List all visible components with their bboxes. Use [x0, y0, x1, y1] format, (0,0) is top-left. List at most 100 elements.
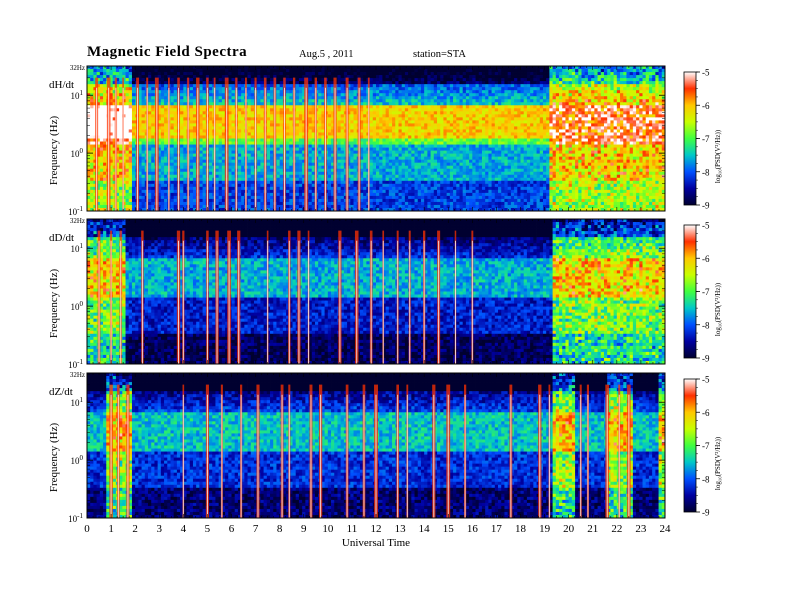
x-tick-label: 0: [84, 523, 90, 535]
panel-label: dD/dt: [49, 232, 74, 244]
broadband-spike-core: [363, 394, 365, 518]
broadband-spike-core: [206, 394, 208, 518]
x-axis-label: Universal Time: [342, 537, 410, 549]
broadband-spike-core: [587, 394, 589, 518]
broadband-spike-core: [110, 240, 112, 364]
colorbar-tick-label: -7: [702, 441, 710, 451]
x-tick-label: 9: [301, 523, 307, 535]
x-tick-label: 3: [157, 523, 163, 535]
spectrogram-panel: 10-1 100 101 32Hz dH/dt Frequency (Hz) -5 -6 -7 -…: [48, 64, 722, 217]
broadband-spike-core: [438, 240, 440, 364]
broadband-spike-core: [539, 394, 541, 518]
broadband-spike-core: [98, 240, 100, 364]
y-top-label: 32Hz: [70, 217, 85, 225]
x-tick-label: 19: [539, 523, 551, 535]
broadband-spike-core: [108, 87, 110, 211]
colorbar: [683, 224, 697, 359]
broadband-spike-core: [628, 394, 630, 518]
broadband-spike-core: [320, 394, 322, 518]
broadband-spike-core: [146, 87, 148, 211]
x-tick-label: 11: [347, 523, 358, 535]
broadband-spike-core: [305, 87, 307, 211]
y-tick-label: 100: [71, 454, 84, 466]
date-label: Aug.5 , 2011: [299, 49, 353, 60]
broadband-spike-core: [245, 87, 247, 211]
x-axis: 0 1 2 3 4 5 6 7 8 9 10 11 12 13 14 15 16 17 18 19 20 21 22 23 24…: [84, 523, 671, 549]
x-tick-label: 23: [635, 523, 647, 535]
broadband-spike-core: [368, 87, 370, 211]
broadband-spike-core: [283, 87, 285, 211]
x-tick-label: 4: [181, 523, 187, 535]
broadband-spike-core: [580, 394, 582, 518]
y-axis-label: Frequency (Hz): [48, 116, 60, 186]
broadband-spike-core: [618, 394, 620, 518]
broadband-spike-core: [137, 87, 139, 211]
broadband-spike-core: [409, 240, 411, 364]
broadband-spike-core: [255, 87, 257, 211]
broadband-spike-core: [110, 394, 112, 518]
colorbar-tick-label: -8: [702, 167, 710, 177]
colorbar-label: log₁₀(PSD(V²/Hz)): [714, 129, 722, 183]
y-tick-label: 100: [71, 300, 84, 312]
colorbar-tick-label: -9: [702, 201, 710, 211]
colorbar-tick-label: -6: [702, 254, 710, 264]
colorbar-tick-label: -6: [702, 408, 710, 418]
broadband-spike-core: [257, 394, 259, 518]
x-tick-label: 5: [205, 523, 211, 535]
broadband-spike-core: [375, 394, 377, 518]
colorbar-tick-label: -8: [702, 474, 710, 484]
broadband-spike-core: [606, 394, 608, 518]
broadband-spike-core: [356, 240, 358, 364]
broadband-spike-core: [235, 87, 237, 211]
broadband-spike-core: [548, 394, 550, 518]
panel-label: dH/dt: [49, 79, 74, 91]
broadband-spike-core: [267, 240, 269, 364]
y-axis-label: Frequency (Hz): [48, 423, 60, 493]
spectrogram-panel: 10-1 100 101 32Hz dZ/dt Frequency (Hz) -5 -6 -7 -…: [48, 371, 722, 524]
colorbar-tick-label: -5: [702, 375, 710, 385]
broadband-spike-core: [240, 394, 242, 518]
x-tick-label: 10: [322, 523, 334, 535]
x-tick-label: 24: [660, 523, 672, 535]
broadband-spike-core: [464, 394, 466, 518]
broadband-spike-core: [117, 394, 119, 518]
broadband-spike-core: [346, 87, 348, 211]
x-tick-label: 2: [132, 523, 138, 535]
broadband-spike-core: [339, 240, 341, 364]
broadband-spike-core: [226, 87, 228, 211]
broadband-spike-core: [221, 394, 223, 518]
y-tick-label: 10-1: [68, 512, 83, 524]
broadband-spike-core: [308, 240, 310, 364]
station-label: station=STA: [413, 49, 466, 60]
broadband-spike-core: [127, 394, 129, 518]
y-tick-label: 101: [71, 89, 84, 101]
colorbar-tick-label: -7: [702, 134, 710, 144]
broadband-spike-core: [334, 87, 336, 211]
broadband-spike-core: [122, 87, 124, 211]
broadband-spike-core: [382, 240, 384, 364]
x-tick-label: 18: [515, 523, 527, 535]
broadband-spike-core: [510, 394, 512, 518]
colorbar-tick-label: -7: [702, 287, 710, 297]
broadband-spike-core: [423, 240, 425, 364]
x-tick-label: 20: [563, 523, 575, 535]
y-tick-label: 101: [71, 396, 84, 408]
colorbar-tick-label: -9: [702, 508, 710, 518]
broadband-spike-core: [288, 394, 290, 518]
x-tick-label: 15: [443, 523, 455, 535]
broadband-spike-core: [370, 240, 372, 364]
spectrogram-image: [87, 219, 665, 364]
broadband-spike-core: [310, 394, 312, 518]
colorbar-tick-label: -6: [702, 101, 710, 111]
broadband-spike-core: [182, 240, 184, 364]
broadband-spike-core: [168, 87, 170, 211]
broadband-spike-core: [206, 87, 208, 211]
broadband-spike-core: [120, 240, 122, 364]
colorbar-label: log₁₀(PSD(V²/Hz)): [714, 282, 722, 336]
y-tick-label: 100: [71, 147, 84, 159]
x-tick-label: 13: [395, 523, 407, 535]
broadband-spike-core: [406, 394, 408, 518]
chart-title: Magnetic Field Spectra: [87, 44, 247, 61]
colorbar-tick-label: -5: [702, 68, 710, 78]
y-top-label: 32Hz: [70, 371, 85, 379]
